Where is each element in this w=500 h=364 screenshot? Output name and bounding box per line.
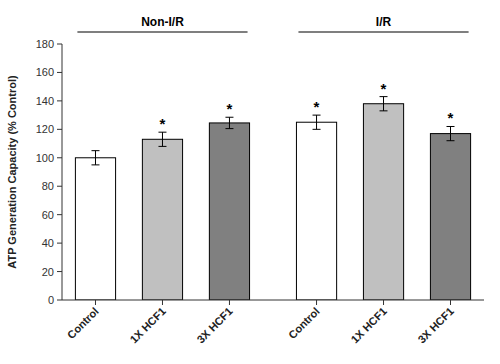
y-tick-label: 100	[36, 152, 54, 164]
annotation: *	[448, 109, 454, 126]
bar	[430, 134, 470, 300]
y-tick-label: 180	[36, 38, 54, 50]
error-bar-cap	[313, 129, 321, 130]
error-bar-cap	[380, 110, 388, 111]
error-bar	[158, 132, 166, 146]
x-tick-label: 3X HCF1	[194, 305, 234, 345]
group-label: Non-I/R	[141, 15, 184, 29]
x-tick	[162, 300, 163, 305]
y-tick-label: 160	[36, 66, 54, 78]
y-tick-label: 60	[42, 209, 54, 221]
y-tick	[57, 100, 62, 101]
y-tick	[57, 300, 62, 301]
plot-area	[75, 97, 470, 300]
group-label: I/R	[376, 15, 392, 29]
error-bar-stem	[383, 97, 384, 111]
x-tick	[95, 300, 96, 305]
error-bar-cap	[91, 164, 99, 165]
y-tick	[57, 186, 62, 187]
y-tick-label: 120	[36, 123, 54, 135]
y-tick	[57, 44, 62, 45]
error-bar-cap	[225, 128, 233, 129]
group-bracket	[298, 31, 468, 32]
y-axis-label: ATP Generation Capacity (% Control)	[6, 75, 18, 269]
y-axis: 0 20 40 60 80 100 120 140 160 180	[36, 38, 62, 306]
error-bar-cap	[91, 150, 99, 151]
annotation: *	[227, 100, 233, 117]
x-tick	[450, 300, 451, 305]
error-bar-stem	[316, 115, 317, 129]
chart: 0 20 40 60 80 100 120 140 160 180 ATP Generation C…	[0, 0, 500, 364]
error-bar-cap	[158, 146, 166, 147]
annotation: *	[314, 98, 320, 115]
error-bar	[91, 151, 99, 165]
x-tick-label: 3X HCF1	[415, 305, 455, 345]
error-bar	[380, 97, 388, 111]
error-bar-stem	[95, 151, 96, 165]
bar	[363, 104, 403, 300]
group-brackets: Non-I/R I/R	[77, 15, 468, 32]
y-tick-label: 80	[42, 180, 54, 192]
error-bar	[447, 126, 455, 140]
y-tick	[57, 157, 62, 158]
error-bar-stem	[450, 126, 451, 140]
error-bar	[225, 117, 233, 128]
x-tick	[316, 300, 317, 305]
y-tick	[57, 72, 62, 73]
x-axis-line	[62, 300, 484, 301]
x-tick-label: Control	[286, 305, 322, 341]
error-bar-cap	[447, 140, 455, 141]
x-tick-label: Control	[65, 305, 101, 341]
x-tick	[383, 300, 384, 305]
y-tick	[57, 271, 62, 272]
group-bracket	[77, 31, 247, 32]
error-bar-stem	[162, 132, 163, 146]
x-tick	[229, 300, 230, 305]
annotations: * * * * *	[160, 80, 454, 133]
y-tick	[57, 214, 62, 215]
x-axis: Control 1X HCF1 3X HCF1 Control 1X HCF1 3X HC…	[62, 300, 484, 345]
chart-container: 0 20 40 60 80 100 120 140 160 180 ATP Generation C…	[0, 0, 500, 364]
x-tick-label: 1X HCF1	[348, 305, 388, 345]
error-bar	[313, 115, 321, 129]
x-tick-label: 1X HCF1	[127, 305, 167, 345]
bar	[142, 139, 182, 300]
y-tick	[57, 243, 62, 244]
annotation: *	[381, 80, 387, 97]
bar	[75, 158, 115, 300]
y-axis-line	[62, 44, 63, 300]
annotation: *	[160, 115, 166, 132]
error-bar-stem	[229, 117, 230, 128]
bar	[209, 123, 249, 300]
y-tick-label: 20	[42, 266, 54, 278]
bar	[296, 122, 336, 300]
y-tick	[57, 129, 62, 130]
y-tick-label: 0	[48, 294, 54, 306]
y-tick-label: 40	[42, 237, 54, 249]
y-tick-label: 140	[36, 95, 54, 107]
